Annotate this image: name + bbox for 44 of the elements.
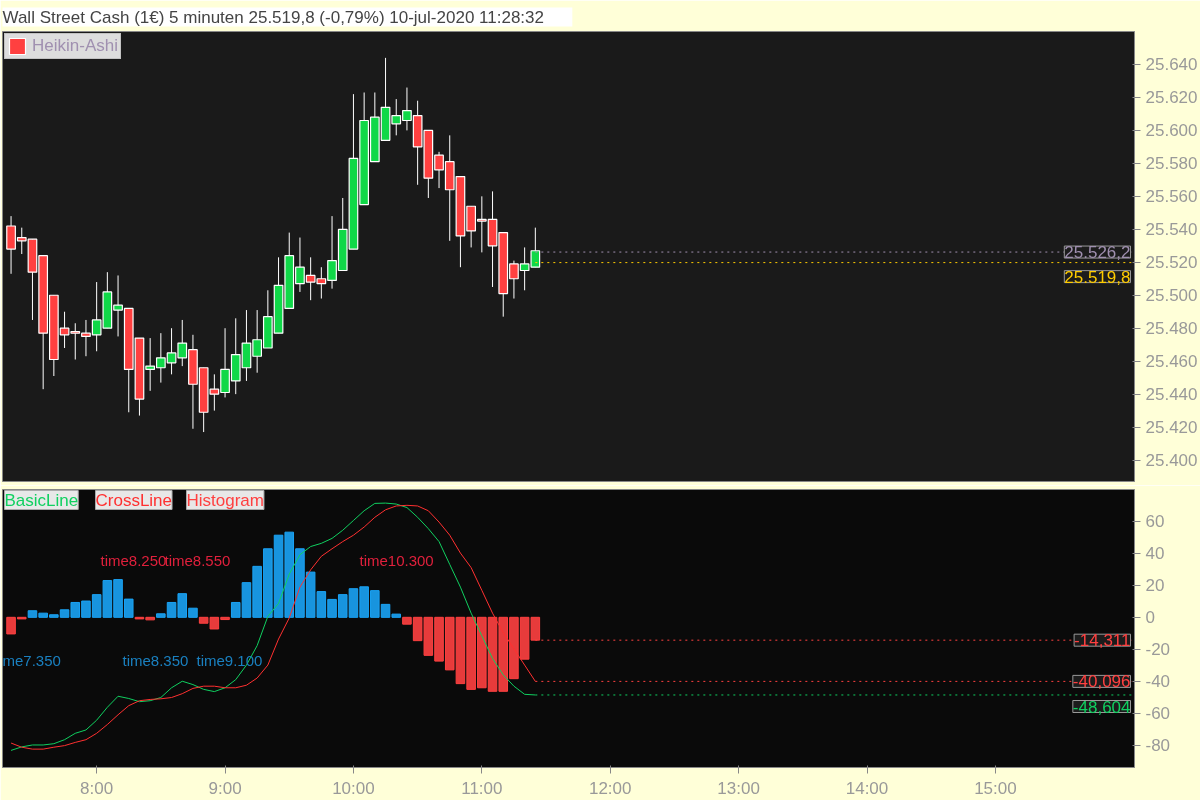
x-tick-label: 12:00 [588, 778, 632, 798]
y-tick-label: 25.580 [1145, 154, 1198, 174]
y-tick-label: 25.640 [1145, 55, 1198, 75]
series-label: Histogram [186, 490, 264, 510]
y-tick-label: 25.520 [1145, 253, 1198, 273]
text: BasicLine [4, 490, 79, 510]
ref-line-label: -48,604 [1072, 697, 1131, 717]
y-tick-label: 25.420 [1145, 418, 1198, 438]
x-tick-label: 8:00 [80, 778, 114, 798]
y-tick-label: -60 [1145, 704, 1171, 724]
y-tick-label: -40 [1145, 672, 1171, 692]
y-tick-label: 25.560 [1145, 187, 1198, 207]
x-tick-label: 13:00 [717, 778, 760, 798]
y-tick-label: -80 [1145, 736, 1171, 756]
x-tick-label: 14:00 [845, 778, 889, 798]
x-tick-label: 15:00 [974, 778, 1017, 798]
y-tick-label: 25.500 [1145, 286, 1198, 306]
annotation: time8.350 [122, 652, 189, 669]
text: CrossLine [95, 490, 173, 510]
legend-label: Heikin-Ashi [32, 36, 118, 56]
ref-line-label: 25.519,8 [1064, 267, 1131, 287]
annotation: time8.250 [100, 552, 167, 569]
ref-line-label: -40,096 [1072, 672, 1131, 692]
y-tick-label: 25.620 [1145, 88, 1198, 108]
y-tick-label: -20 [1145, 640, 1171, 660]
y-tick-label: 40 [1145, 544, 1165, 564]
x-tick-label: 9:00 [208, 778, 242, 798]
y-tick-label: 0 [1145, 608, 1155, 628]
annotation: time10.300 [359, 552, 434, 569]
x-tick-label: 10:00 [332, 778, 375, 798]
y-tick-label: 25.460 [1145, 352, 1198, 372]
y-tick-label: 25.480 [1145, 319, 1198, 339]
ref-line-label: 25.526,2 [1064, 243, 1131, 263]
annotation: me7.350 [2, 652, 61, 669]
y-tick-label: 25.440 [1145, 385, 1198, 405]
annotation: time8.550 [164, 552, 231, 569]
x-tick-label: 11:00 [461, 778, 503, 798]
ref-line-label: -14,311 [1074, 631, 1131, 651]
y-tick-label: 60 [1145, 512, 1165, 532]
y-tick-label: 25.600 [1145, 121, 1198, 141]
y-tick-label: 25.540 [1145, 220, 1198, 240]
y-tick-label: 20 [1145, 576, 1165, 596]
y-tick-label: 25.400 [1145, 451, 1198, 471]
chart-title: Wall Street Cash (1€) 5 minuten 25.519,8 (-0,79%) 10-jul-2020 11:28:32 [2, 7, 544, 27]
